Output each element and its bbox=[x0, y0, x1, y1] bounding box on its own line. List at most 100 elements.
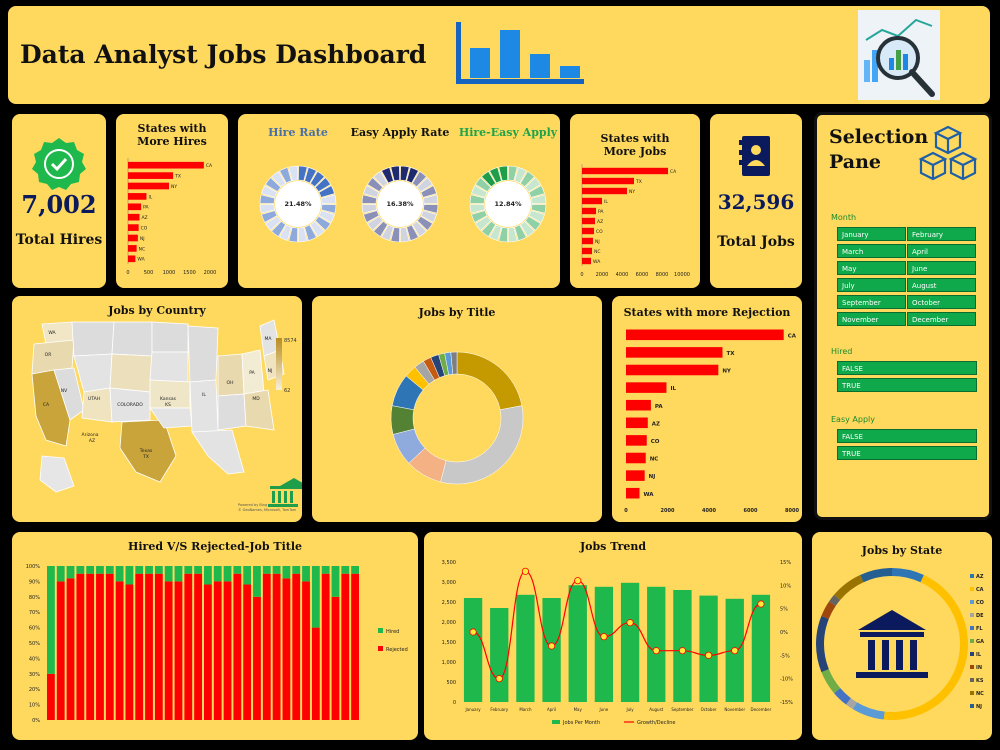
rate-segment bbox=[261, 210, 278, 223]
month-option-august[interactable]: August bbox=[907, 278, 976, 292]
month-option-october[interactable]: October bbox=[907, 295, 976, 309]
hvr-hired-bar bbox=[56, 566, 65, 582]
month-option-april[interactable]: April bbox=[907, 244, 976, 258]
month-option-december[interactable]: December bbox=[907, 312, 976, 326]
rate-segment bbox=[298, 226, 308, 243]
rate-segment bbox=[508, 226, 518, 243]
state-legend-swatch bbox=[970, 691, 974, 695]
bank-pillar bbox=[882, 640, 889, 670]
rate-segment bbox=[265, 215, 282, 231]
rate-segment bbox=[471, 210, 488, 223]
hvr-ytick: 50% bbox=[29, 641, 40, 647]
rate-segment bbox=[471, 185, 488, 198]
jobs-bar-label: PA bbox=[598, 209, 604, 215]
rate-segment bbox=[314, 215, 331, 231]
hvr-rejected-bar bbox=[302, 581, 310, 720]
hvr-hired-bar bbox=[154, 566, 163, 574]
jobs-by-title-panel: Jobs by Title bbox=[312, 296, 602, 522]
state-legend-label: DE bbox=[976, 613, 984, 619]
rejection-bar bbox=[626, 399, 651, 411]
trend-point bbox=[574, 577, 582, 585]
hvr-ytick: 20% bbox=[29, 687, 40, 693]
rejection-bar-label: TX bbox=[726, 351, 735, 357]
rate-segment bbox=[528, 210, 545, 223]
hvr-rejected-bar bbox=[204, 584, 212, 720]
map-state-label: Texas bbox=[139, 448, 153, 454]
month-option-june[interactable]: June bbox=[907, 261, 976, 275]
state-legend-label: FL bbox=[976, 626, 983, 632]
bank-pillar bbox=[868, 640, 875, 670]
state-legend-label: NC bbox=[976, 691, 984, 697]
jobs-by-state-ring-title: Jobs by State bbox=[861, 544, 943, 557]
rate-donuts-panel: Hire Rate Easy Apply Rate Hire-Easy Appl… bbox=[238, 114, 560, 288]
month-option-september[interactable]: September bbox=[837, 295, 906, 309]
trend-bar bbox=[620, 582, 640, 702]
jobs-bar bbox=[582, 257, 591, 265]
month-filter-label: Month bbox=[831, 213, 857, 222]
jobs-by-title-chart bbox=[390, 351, 524, 485]
trend-y2tick: 5% bbox=[780, 607, 788, 613]
trend-xtick: December bbox=[751, 707, 772, 712]
trend-bar bbox=[594, 586, 614, 702]
easy-apply-option-false[interactable]: FALSE bbox=[837, 429, 977, 443]
month-option-january[interactable]: January bbox=[837, 227, 906, 241]
hvr-rejected-bar bbox=[213, 581, 222, 720]
easy-apply-rate-title: Easy Apply Rate bbox=[350, 126, 450, 139]
jobs-tick: 2000 bbox=[596, 272, 609, 278]
state-legend-swatch bbox=[970, 600, 974, 604]
rate-segment bbox=[528, 185, 545, 198]
rate-segment bbox=[309, 171, 325, 188]
state-ring-slice bbox=[852, 702, 885, 720]
hvr-rejected-bar bbox=[272, 573, 281, 720]
trend-bar bbox=[673, 590, 692, 702]
hvr-rejected-bar bbox=[321, 573, 330, 720]
rate-value-label: 21.48% bbox=[284, 200, 312, 208]
total-jobs-value: 32,596 bbox=[717, 190, 795, 214]
hires-by-state-panel: States with More Hires CA TX NY IL PA AZ CO NJ N… bbox=[116, 114, 228, 288]
rate-segment bbox=[416, 215, 433, 231]
hvr-hired-bar bbox=[105, 566, 114, 574]
rate-segment bbox=[519, 171, 535, 188]
trend-xtick: April bbox=[547, 707, 556, 712]
hired-option-false[interactable]: FALSE bbox=[837, 361, 977, 375]
rate-segment bbox=[420, 185, 437, 198]
selection-pane: Selection Pane Month January February Marc… bbox=[814, 112, 992, 520]
trend-point bbox=[757, 600, 765, 608]
month-option-march[interactable]: March bbox=[837, 244, 906, 258]
month-option-july[interactable]: July bbox=[837, 278, 906, 292]
hires-by-state-title: States with More Hires bbox=[137, 122, 207, 148]
jobs-bar-label: TX bbox=[635, 179, 642, 185]
jobs-bar bbox=[582, 217, 595, 225]
rate-segment bbox=[279, 167, 292, 184]
hires-bar-label: IL bbox=[148, 194, 152, 200]
easy-apply-option-true[interactable]: TRUE bbox=[837, 446, 977, 460]
hvr-legend-rejected: Rejected bbox=[386, 647, 408, 653]
rejection-bar-label: NJ bbox=[649, 474, 656, 480]
jobs-tick: 6000 bbox=[636, 272, 649, 278]
jobs-by-state-ring-chart: AZ CA CO DE FL GA IL IN KS NC NJ bbox=[816, 568, 984, 720]
hvr-rejected-bar bbox=[331, 596, 340, 720]
hires-bar bbox=[128, 161, 204, 169]
hires-bar-label: AZ bbox=[141, 215, 147, 221]
trend-y2tick: 10% bbox=[780, 583, 791, 589]
hires-bar-label: PA bbox=[143, 205, 149, 211]
trend-xtick: August bbox=[649, 707, 663, 712]
trend-ytick: 500 bbox=[446, 680, 456, 686]
rate-center bbox=[275, 181, 321, 227]
state-legend-swatch bbox=[970, 626, 974, 630]
hvr-rejected-bar bbox=[311, 627, 320, 720]
month-option-november[interactable]: November bbox=[837, 312, 906, 326]
hvr-hired-bar bbox=[135, 566, 144, 574]
month-option-may[interactable]: May bbox=[837, 261, 906, 275]
trend-y2tick: 0% bbox=[780, 630, 788, 636]
hvr-ytick: 100% bbox=[26, 564, 41, 570]
selection-pane-title: Selection Pane bbox=[829, 125, 928, 175]
trend-bar bbox=[699, 595, 718, 702]
month-option-february[interactable]: February bbox=[907, 227, 976, 241]
state-legend-swatch bbox=[970, 652, 974, 656]
rejection-bar bbox=[626, 382, 667, 393]
hired-option-true[interactable]: TRUE bbox=[837, 378, 977, 392]
hvr-rejected-bar bbox=[262, 573, 271, 720]
map-state-label: AZ bbox=[89, 438, 95, 444]
rejection-bar bbox=[626, 435, 647, 446]
